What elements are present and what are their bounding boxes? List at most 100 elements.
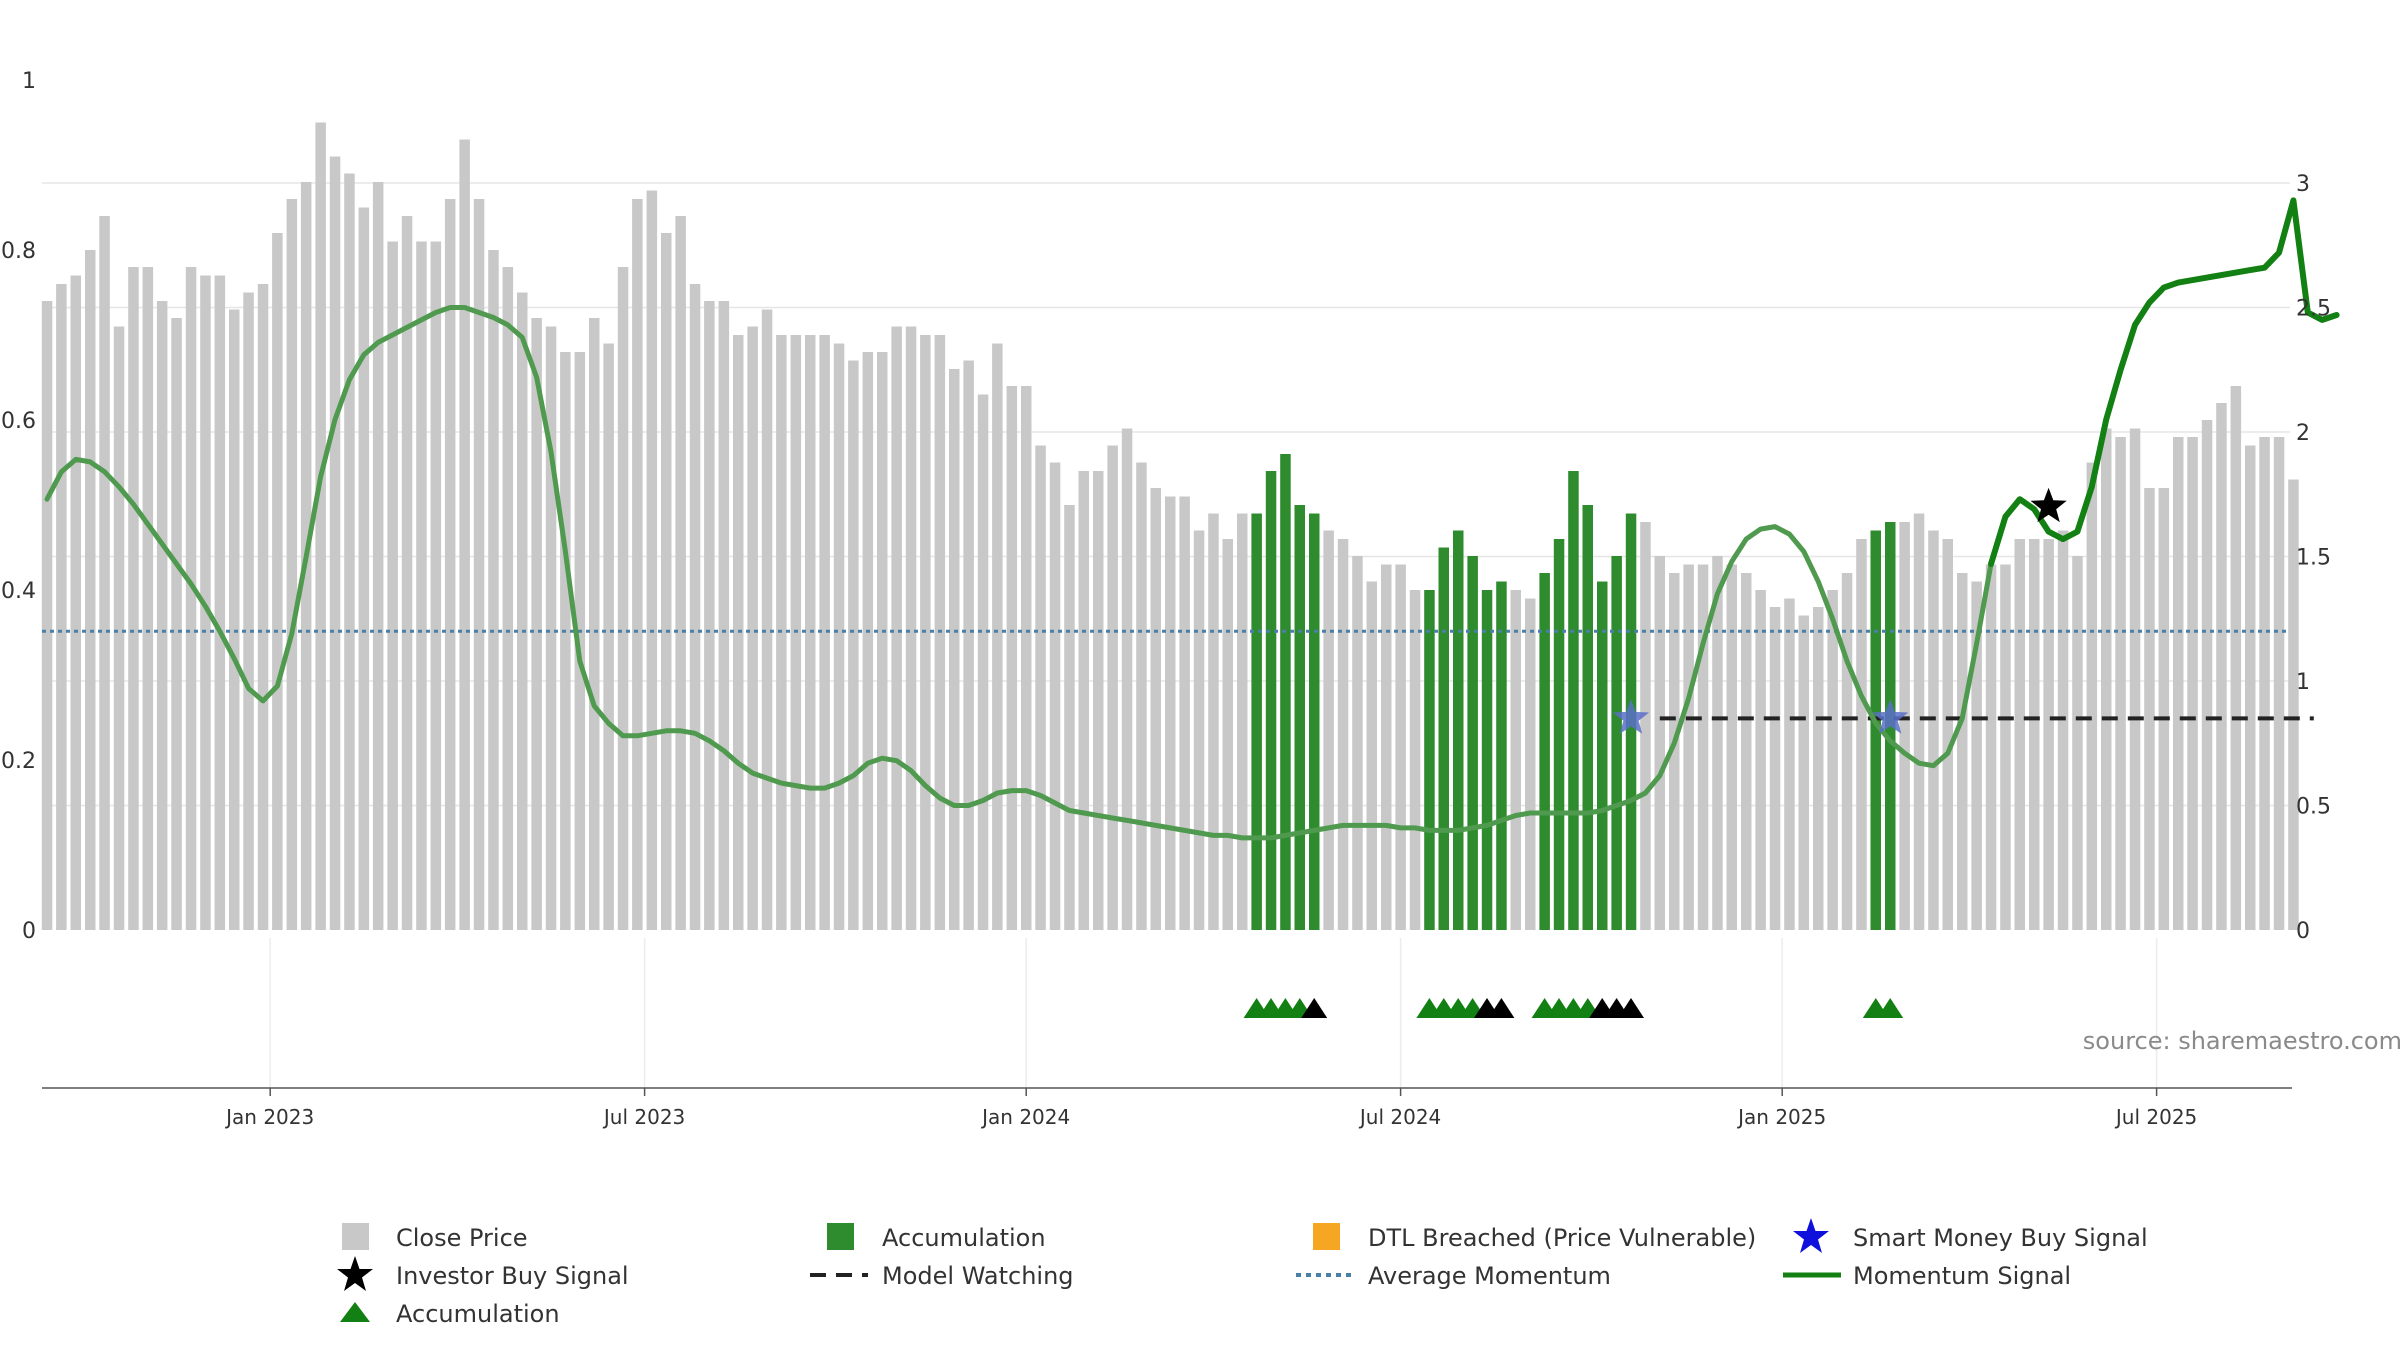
accumulation-bar bbox=[1438, 547, 1449, 930]
accumulation-bar bbox=[1453, 530, 1464, 930]
close-price-bar bbox=[1179, 496, 1190, 930]
close-price-bar bbox=[1827, 590, 1838, 930]
close-price-bar bbox=[416, 241, 427, 930]
close-price-bar bbox=[401, 216, 413, 930]
close-price-bar bbox=[949, 369, 960, 930]
accumulation-bar bbox=[1280, 454, 1291, 930]
close-price-bar bbox=[387, 241, 398, 930]
accumulation-bar bbox=[1496, 581, 1507, 930]
close-price-bar bbox=[1107, 445, 1118, 930]
accumulation-bar bbox=[1582, 505, 1593, 930]
close-price-bar bbox=[1957, 573, 1968, 930]
close-price-bar bbox=[214, 275, 226, 930]
close-price-bar bbox=[977, 394, 989, 930]
close-price-bar bbox=[171, 318, 182, 930]
legend-accumulation-triangle-icon bbox=[340, 1302, 370, 1322]
bars-layer bbox=[41, 122, 2299, 930]
close-price-bar bbox=[675, 216, 686, 930]
close-price-bar bbox=[718, 301, 730, 930]
close-price-bar bbox=[1193, 530, 1205, 930]
close-price-bar bbox=[1741, 573, 1752, 930]
right-tick-label: 0.5 bbox=[2296, 795, 2331, 820]
close-price-bar bbox=[502, 267, 514, 930]
close-price-bar bbox=[1755, 590, 1766, 930]
close-price-bar bbox=[1654, 556, 1665, 930]
accumulation-marker-dark bbox=[1301, 998, 1328, 1018]
legend-average-momentum-label: Average Momentum bbox=[1368, 1262, 1611, 1290]
close-price-bar bbox=[646, 190, 658, 930]
accumulation-bar bbox=[1467, 556, 1478, 930]
close-price-bar bbox=[444, 199, 456, 930]
close-price-bar bbox=[1121, 428, 1133, 930]
close-price-bar bbox=[1049, 462, 1061, 930]
close-price-bar bbox=[41, 301, 53, 930]
legend-dtl-breached-icon bbox=[1313, 1223, 1340, 1250]
close-price-bar bbox=[1035, 445, 1046, 930]
close-price-bar bbox=[2014, 539, 2025, 930]
accumulation-bar bbox=[1424, 590, 1435, 930]
close-price-bar bbox=[1856, 539, 1867, 930]
close-price-bar bbox=[661, 233, 672, 930]
accumulation-bar bbox=[1597, 581, 1608, 930]
close-price-bar bbox=[344, 173, 355, 930]
legend-smart-money-label: Smart Money Buy Signal bbox=[1853, 1224, 2148, 1252]
close-price-bar bbox=[1798, 615, 1809, 930]
close-price-bar bbox=[1985, 564, 1997, 930]
close-price-bar bbox=[891, 326, 902, 930]
close-price-bar bbox=[2288, 479, 2299, 930]
close-price-bar bbox=[2043, 539, 2054, 930]
right-tick-label: 3 bbox=[2296, 172, 2310, 197]
close-price-bar bbox=[128, 267, 139, 930]
close-price-bar bbox=[1237, 513, 1248, 930]
close-price-bar bbox=[2230, 386, 2242, 930]
right-tick-label: 0 bbox=[2296, 919, 2310, 944]
close-price-bar bbox=[56, 284, 67, 930]
left-tick-label: 0.8 bbox=[1, 239, 36, 264]
close-price-bar bbox=[1640, 522, 1651, 930]
close-price-bar bbox=[819, 335, 830, 930]
close-price-bar bbox=[2086, 462, 2098, 930]
close-price-bar bbox=[632, 199, 643, 930]
left-tick-label: 0.2 bbox=[1, 749, 36, 774]
close-price-bar bbox=[1841, 573, 1853, 930]
close-price-bar bbox=[1928, 530, 1939, 930]
close-price-bar bbox=[99, 216, 110, 930]
close-price-bar bbox=[315, 122, 326, 930]
close-price-bar bbox=[156, 301, 168, 930]
close-price-bar bbox=[430, 241, 442, 930]
close-price-bar bbox=[113, 326, 125, 930]
close-price-bar bbox=[1913, 513, 1925, 930]
close-price-bar bbox=[1669, 573, 1680, 930]
close-price-bar bbox=[1208, 513, 1219, 930]
close-price-bar bbox=[848, 360, 859, 930]
accumulation-bar bbox=[1568, 471, 1579, 930]
close-price-bar bbox=[2029, 539, 2040, 930]
momentum-line-recent bbox=[1988, 197, 2340, 567]
close-price-bar bbox=[1150, 488, 1161, 930]
close-price-bar bbox=[1165, 496, 1176, 930]
close-price-bar bbox=[1021, 386, 1032, 930]
close-price-bar bbox=[1712, 556, 1723, 930]
legend: Close Price Accumulation DTL Breached (P… bbox=[337, 1218, 2148, 1328]
legend-investor-buy-label: Investor Buy Signal bbox=[396, 1262, 629, 1290]
legend-smart-money-star-icon bbox=[1793, 1218, 1829, 1253]
legend-accumulation-label: Accumulation bbox=[882, 1224, 1046, 1252]
close-price-bar bbox=[1899, 522, 1910, 930]
close-price-bar bbox=[185, 267, 197, 930]
close-price-bar bbox=[2173, 437, 2184, 930]
legend-momentum-signal-label: Momentum Signal bbox=[1853, 1262, 2071, 1290]
markers-layer bbox=[1243, 487, 2067, 1018]
legend-accumulation-triangle-label: Accumulation bbox=[396, 1300, 560, 1328]
close-price-bar bbox=[1352, 556, 1363, 930]
x-tick-label: Jul 2025 bbox=[2114, 1105, 2197, 1129]
right-tick-label: 2.5 bbox=[2296, 297, 2331, 322]
right-tick-label: 1.5 bbox=[2296, 546, 2331, 571]
accumulation-bar bbox=[1251, 513, 1262, 930]
right-tick-label: 2 bbox=[2296, 421, 2310, 446]
close-price-bar bbox=[1697, 564, 1709, 930]
close-price-bar bbox=[747, 326, 758, 930]
close-price-bar bbox=[1409, 590, 1421, 930]
close-price-bar bbox=[1093, 471, 1104, 930]
close-price-bar bbox=[1078, 471, 1089, 930]
